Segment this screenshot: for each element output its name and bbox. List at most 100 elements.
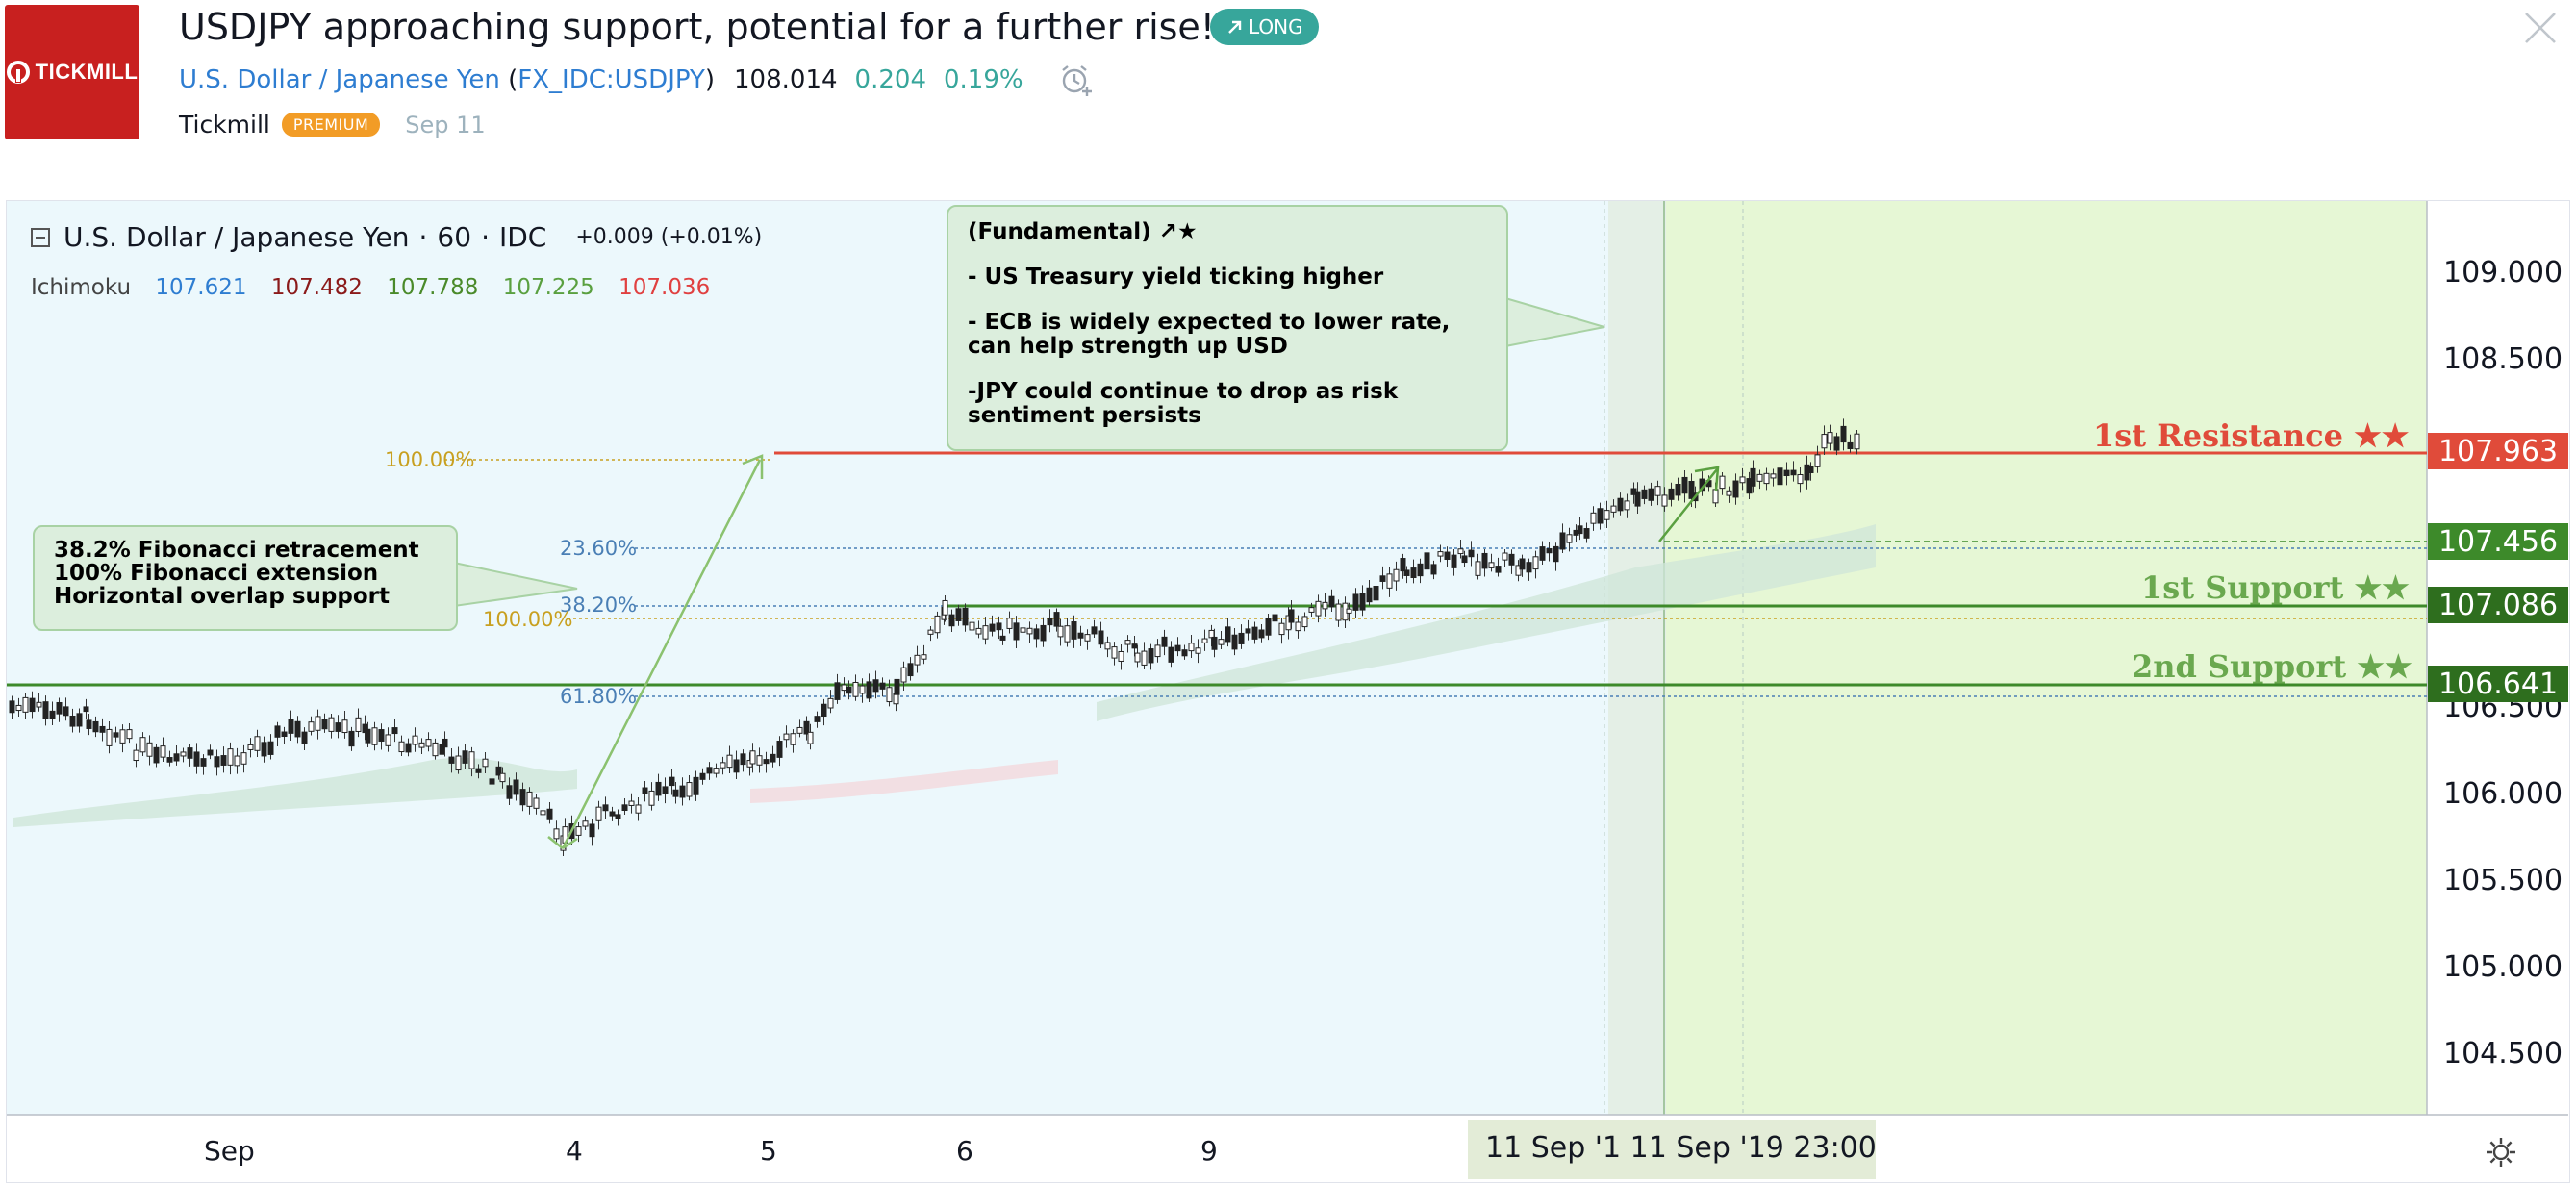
candle-body	[139, 737, 146, 753]
candle-body	[679, 785, 686, 798]
candle-body	[405, 743, 412, 753]
candle-body	[1624, 500, 1630, 511]
candle-body	[1468, 549, 1475, 558]
candle-body	[1131, 643, 1138, 649]
candle-body	[1077, 632, 1084, 639]
long-badge-label: LONG	[1249, 15, 1303, 38]
fundamental-note[interactable]: (Fundamental) ↗★ - US Treasury yield tic…	[947, 205, 1508, 451]
candle-body	[1346, 608, 1352, 614]
indicator-value-1: 107.621	[155, 275, 247, 300]
candle-body	[499, 772, 506, 783]
candle-body	[783, 733, 790, 741]
candle-body	[146, 742, 153, 757]
legend-dot: ·	[481, 221, 490, 253]
candle-body	[1668, 488, 1675, 500]
candle-body	[1732, 480, 1739, 498]
fib-382-label: 38.20%	[560, 593, 638, 617]
candle-body	[412, 735, 418, 745]
candle-body	[267, 741, 274, 755]
candle-body	[1379, 575, 1386, 582]
symbol-name-link[interactable]: U.S. Dollar / Japanese Yen	[179, 65, 500, 94]
candle-body	[1515, 565, 1522, 576]
candle-body	[1475, 561, 1481, 576]
candle-body	[1827, 432, 1833, 444]
candle-body	[1641, 489, 1648, 499]
symbol-change: 0.204	[854, 65, 926, 94]
candle-body	[1461, 555, 1468, 564]
candle-body	[448, 756, 455, 764]
candle-body	[796, 726, 803, 734]
candle-body	[1026, 627, 1033, 635]
indicator-value-2: 107.482	[270, 275, 363, 300]
candle-body	[133, 749, 139, 762]
candle-body	[1181, 649, 1188, 657]
candle-body	[49, 710, 56, 719]
candle-body	[247, 744, 254, 750]
candle-body	[669, 776, 675, 787]
candle-body	[442, 738, 448, 748]
candle-body	[1335, 603, 1342, 621]
candle-body	[1410, 567, 1417, 579]
candle-body	[1352, 593, 1359, 611]
candle-body	[29, 697, 36, 713]
candle-body	[526, 791, 533, 807]
candle-body	[1091, 626, 1098, 635]
symbol-price: 108.014	[734, 65, 838, 94]
symbol-paren-close: )	[704, 65, 716, 94]
fib-note-line-1: 38.2% Fibonacci retracement	[54, 538, 419, 563]
tickmill-logo-icon	[6, 61, 30, 84]
symbol-ticker-link[interactable]: FX_IDC:USDJPY	[518, 65, 705, 94]
candle-body	[763, 759, 770, 765]
candle-body	[475, 768, 482, 773]
candle-body	[1719, 475, 1726, 490]
candle-body	[294, 720, 301, 738]
chart-legend: U.S. Dollar / Japanese Yen · 60 · IDC +0…	[31, 221, 762, 253]
candle-body	[1750, 467, 1756, 487]
candle-body	[1308, 607, 1315, 613]
candle-body	[99, 725, 106, 733]
candle-body	[455, 755, 462, 771]
candle-body	[1084, 634, 1091, 642]
candle-body	[1553, 545, 1559, 563]
candle-body	[546, 808, 553, 820]
candle-body	[1840, 425, 1847, 443]
resistance-price-tag: 107.963	[2428, 433, 2568, 469]
candle-body	[1111, 646, 1118, 659]
candle-body	[595, 806, 602, 821]
legend-interval[interactable]: 60	[437, 221, 472, 253]
candle-body	[506, 785, 513, 799]
candle-body	[726, 754, 733, 769]
alarm-clock-icon[interactable]	[1058, 62, 1095, 98]
candle-body	[432, 742, 439, 757]
symbol-change-pct: 0.19%	[943, 65, 1023, 94]
candle-body	[1833, 436, 1840, 451]
candle-body	[770, 753, 776, 763]
author-name[interactable]: Tickmill	[179, 111, 270, 139]
indicator-name[interactable]: Ichimoku	[31, 275, 132, 300]
candle-body	[1161, 636, 1168, 647]
candle-body	[1597, 508, 1604, 524]
candle-body	[982, 625, 989, 640]
time-axis-label: 5	[760, 1135, 777, 1167]
close-icon[interactable]	[2518, 6, 2563, 50]
settings-gear-icon[interactable]	[2484, 1135, 2518, 1170]
support2-price-tag: 106.641	[2428, 666, 2568, 702]
candle-body	[9, 700, 15, 714]
candle-body	[1278, 622, 1285, 636]
candle-body	[1265, 618, 1272, 636]
fib-236-label: 23.60%	[560, 537, 638, 560]
candle-body	[635, 804, 642, 814]
candle-body	[1726, 490, 1732, 496]
symbol-paren-open: (	[499, 65, 518, 94]
candle-body	[1763, 472, 1770, 485]
fibonacci-note[interactable]: 38.2% Fibonacci retracement 100% Fibonac…	[33, 525, 458, 631]
candle-body	[348, 730, 355, 747]
indicator-value-5: 107.036	[619, 275, 711, 300]
projection-arrow-1-base	[547, 836, 578, 850]
candle-body	[1539, 546, 1546, 561]
tickmill-logo[interactable]: TICKMILL	[5, 5, 139, 139]
projection-arrow-1	[561, 459, 762, 849]
collapse-legend-icon[interactable]	[31, 227, 50, 247]
fib-ret-100-label: 100.00%	[483, 608, 573, 631]
legend-symbol[interactable]: U.S. Dollar / Japanese Yen	[63, 221, 410, 253]
